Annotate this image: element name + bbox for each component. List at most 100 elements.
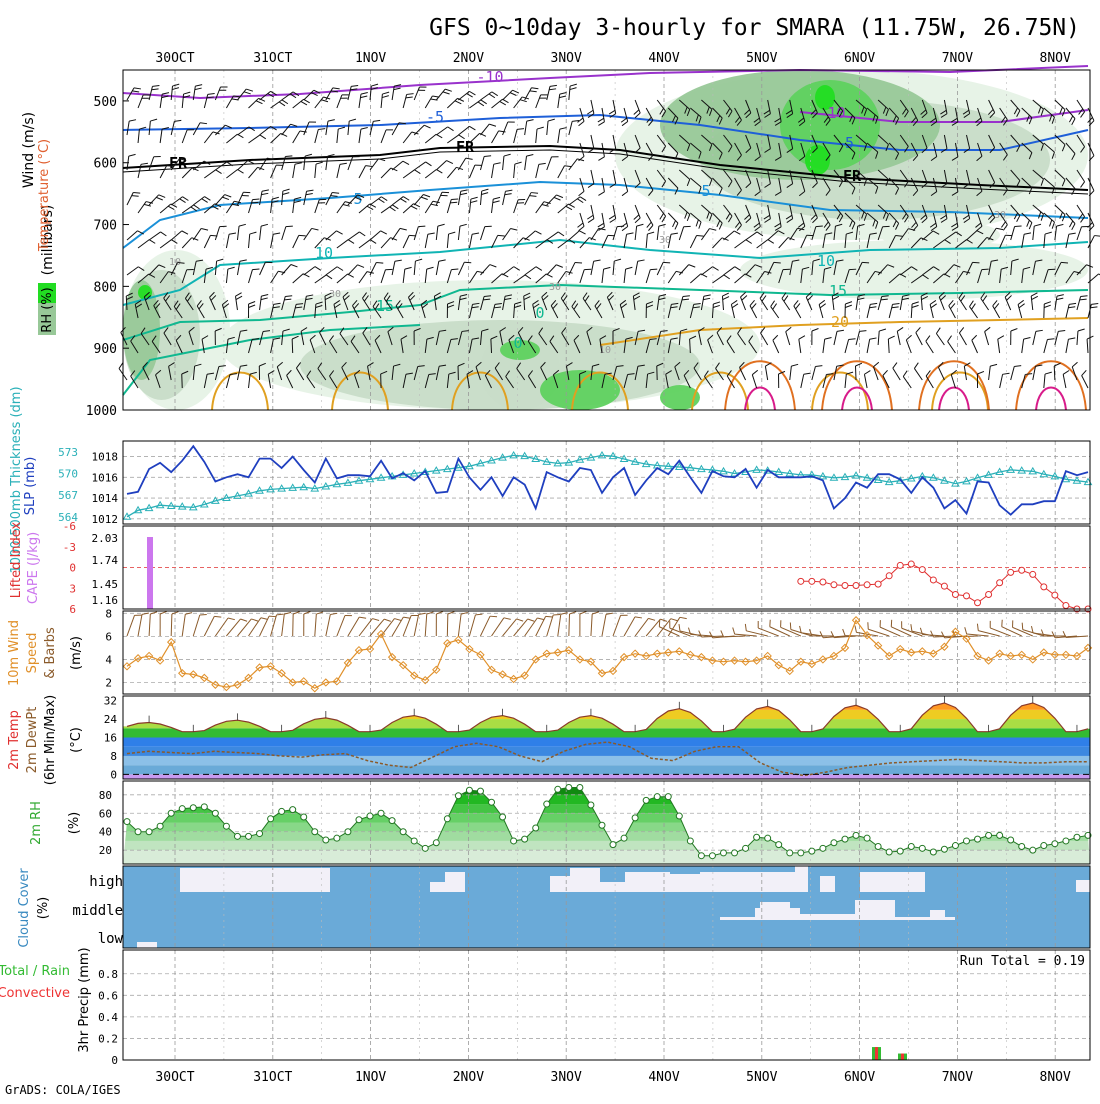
upper-wind-barb (855, 366, 856, 380)
date-label-bottom: 2NOV (453, 1070, 484, 1085)
date-label-top: 2NOV (453, 51, 484, 66)
rh-point (555, 786, 561, 792)
rh-point (190, 805, 196, 811)
rh-point (422, 845, 428, 851)
rh-point (963, 838, 969, 844)
upper-wind-barb-flag (252, 199, 259, 200)
rh-point (146, 829, 152, 835)
rh-tick: 40 (99, 826, 112, 839)
rh-point (168, 810, 174, 816)
thick-tick: 567 (58, 489, 78, 502)
rh-point (853, 832, 859, 838)
upper-wind-barb-flag (816, 226, 823, 227)
li-point (820, 579, 826, 585)
rh-point (301, 814, 307, 820)
rh-point (489, 799, 495, 805)
rh-tick: 20 (99, 844, 112, 857)
date-label-bottom: 6NOV (844, 1070, 875, 1085)
temp-tick: 8 (110, 750, 117, 763)
rh-point (908, 843, 914, 849)
upper-wind-barb-flag (1015, 226, 1022, 227)
li-point (941, 583, 947, 589)
rh-point (864, 835, 870, 841)
chart-title: GFS 0~10day 3-hourly for SMARA (11.75W, … (429, 15, 1080, 41)
li-point (875, 581, 881, 587)
rh-point (632, 815, 638, 821)
li-point (798, 578, 804, 584)
cloud-ylabel-units: (%) (36, 897, 51, 920)
rh-point (179, 806, 185, 812)
pressure-tick-label: 800 (94, 280, 117, 295)
upper-wind-barb-flag (973, 262, 980, 263)
upper-wind-barb-flag (450, 202, 457, 203)
cape-tick: 1.16 (92, 594, 119, 607)
rh-point (1063, 838, 1069, 844)
wind-ylabel-units: (m/s) (69, 636, 84, 670)
temp-tick: 24 (104, 713, 118, 726)
cloud-high-block (430, 882, 445, 892)
pressure-tick-label: 1000 (86, 404, 117, 419)
rh-point (975, 836, 981, 842)
li-point (1052, 592, 1058, 598)
rh-point (820, 845, 826, 851)
rh-point (732, 850, 738, 856)
upper-wind-barb-flag (896, 236, 903, 237)
rh-point (135, 829, 141, 835)
upper-wind-barb-flag (252, 202, 259, 203)
temp-tick: 0 (110, 768, 117, 781)
rh-point (544, 801, 550, 807)
rh-point (1052, 841, 1058, 847)
cloud-high-block (550, 876, 570, 892)
wind-tick: 6 (105, 630, 112, 643)
cloud-high-block (670, 874, 700, 892)
upper-wind-barb-flag (1061, 262, 1068, 263)
precip-ylabel: 3hr Precip (mm) (77, 947, 92, 1052)
contour-label: 0 (513, 334, 522, 352)
upper-wind-barb-flag (133, 192, 140, 193)
temp-tick: 16 (104, 732, 117, 745)
li-point (1008, 569, 1014, 575)
slp-tick: 1018 (92, 451, 119, 464)
rh-point (157, 823, 163, 829)
rh-point (930, 849, 936, 855)
date-label-bottom: 4NOV (648, 1070, 679, 1085)
upper-wind-barb-flag (650, 269, 657, 270)
credit: GrADS: COLA/IGES (5, 1083, 121, 1097)
li-point (853, 582, 859, 588)
rh-point (842, 836, 848, 842)
cloud-high-block (445, 872, 465, 892)
cloud-mid-block (855, 900, 895, 920)
precip-conv-bar (901, 1054, 904, 1060)
rh-point (665, 794, 671, 800)
rh-point (455, 793, 461, 799)
cape-tick: 1.45 (92, 578, 119, 591)
rh-point (754, 834, 760, 840)
cape-ylabel: CAPE (J/kg) (26, 532, 41, 604)
li-tick: -3 (63, 541, 76, 554)
wind-tick: 2 (105, 676, 112, 689)
rh-point (290, 807, 296, 813)
wind-barb-flag (269, 616, 276, 617)
precip-tick: 0.8 (98, 968, 118, 981)
date-label-bottom: 8NOV (1040, 1070, 1071, 1085)
cloud-high-block (860, 872, 925, 892)
temp-band (123, 738, 1090, 747)
rh-point (941, 846, 947, 852)
cloud-ylabel: Cloud Cover (17, 868, 32, 948)
rh-point (378, 810, 384, 816)
cloud-low-block (137, 942, 157, 948)
rh-ylabel: 2m RH (29, 801, 44, 845)
rh-point (522, 836, 528, 842)
li-point (975, 600, 981, 606)
upper-wind-barb (1054, 366, 1055, 380)
precip-tick: 0.2 (98, 1032, 118, 1045)
rh-point (643, 797, 649, 803)
upper-wind-barb-flag (178, 263, 185, 264)
slp-ylabel: SLP (mb) (23, 457, 38, 516)
slp-tick: 1016 (92, 471, 119, 484)
rh-tick: 80 (99, 789, 112, 802)
rh-point (533, 825, 539, 831)
rh-point (323, 837, 329, 843)
upper-wind-barb (292, 339, 293, 353)
